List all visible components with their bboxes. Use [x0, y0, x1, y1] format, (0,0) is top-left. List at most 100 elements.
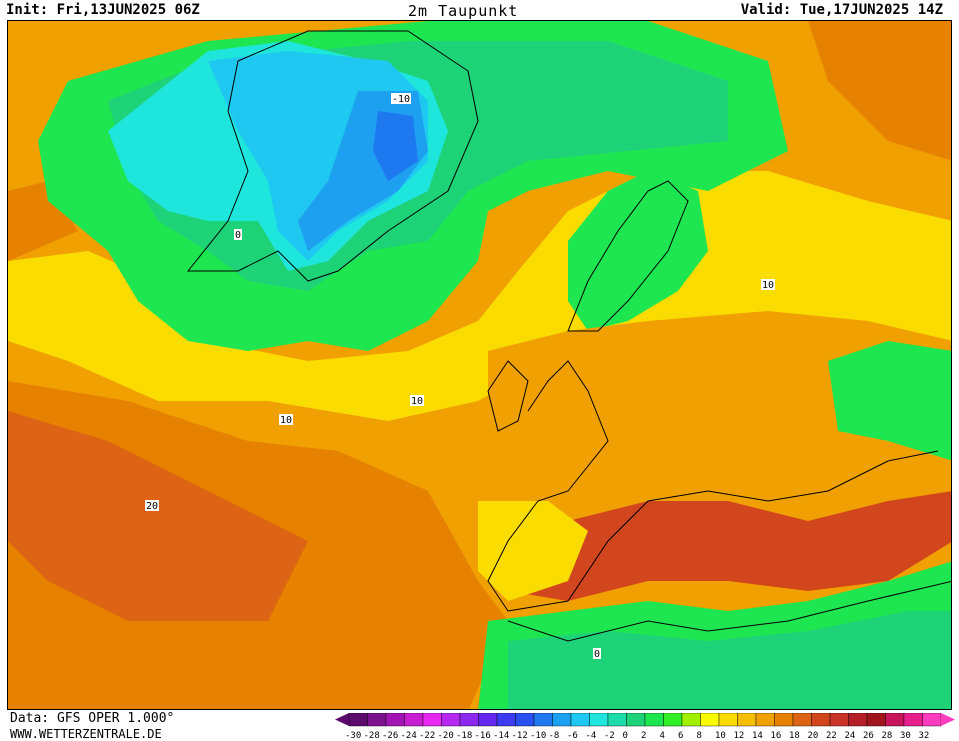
- legend-max-arrow: [941, 713, 955, 726]
- contour-label-10: 10: [279, 414, 293, 426]
- map-title: 2m Taupunkt: [408, 2, 519, 20]
- legend-swatch: [589, 713, 609, 727]
- legend-swatch: [681, 713, 701, 727]
- legend-tick-label: 2: [641, 731, 646, 741]
- valid-time: Valid: Tue,17JUN2025 14Z: [740, 2, 943, 18]
- legend-tick-label: -24: [401, 731, 417, 741]
- legend-tick-label: 8: [697, 731, 702, 741]
- legend-tick-label: 26: [863, 731, 874, 741]
- russia-warm-region: [808, 21, 951, 161]
- legend-swatch: [885, 713, 905, 727]
- header-bar: Init: Fri,13JUN2025 06Z 2m Taupunkt Vali…: [0, 0, 959, 20]
- legend-swatch: [441, 713, 461, 727]
- legend-swatch: [774, 713, 794, 727]
- legend-swatch: [626, 713, 646, 727]
- legend-tick-label: -26: [382, 731, 398, 741]
- atlantic-warmest-region: [8, 411, 308, 621]
- svg-text:0: 0: [235, 230, 241, 241]
- legend-swatch: [755, 713, 775, 727]
- legend-tick-label: -8: [549, 731, 560, 741]
- legend-swatch: [607, 713, 627, 727]
- contour-label-minus10: -10: [391, 93, 411, 105]
- subpolar-dewpoint-band: [8, 171, 951, 421]
- dewpoint-map: 10 0 -10 10 20 10 0: [7, 20, 952, 710]
- svg-text:-10: -10: [392, 94, 410, 105]
- iberia-dry-region: [478, 501, 588, 601]
- canada-warm-region: [8, 181, 78, 261]
- legend-tick-label: 10: [715, 731, 726, 741]
- svg-text:0: 0: [594, 649, 600, 660]
- contour-labels: 10 0 -10 10 20 10 0: [145, 93, 775, 660]
- legend-swatch: [515, 713, 535, 727]
- legend-swatch: [422, 713, 442, 727]
- greenland-coldest-region: [373, 111, 418, 181]
- legend-tick-label: -16: [475, 731, 491, 741]
- legend-swatch: [533, 713, 553, 727]
- legend-min-arrow: [335, 713, 349, 726]
- legend-tick-label: 20: [808, 731, 819, 741]
- legend-swatch: [367, 713, 387, 727]
- legend-swatch: [644, 713, 664, 727]
- legend-swatch: [903, 713, 923, 727]
- contour-label-10-east: 10: [761, 279, 775, 291]
- legend-tick-label: -28: [364, 731, 380, 741]
- europe-coastline: [487, 360, 939, 612]
- contour-label-20: 20: [145, 500, 159, 512]
- scandinavia-coastline: [567, 180, 689, 332]
- contour-label-0: 0: [234, 229, 242, 241]
- legend-tick-label: -4: [586, 731, 597, 741]
- color-scale-legend: -30 -28 -26 -24 -22 -20 -18 -16 -14 -12 -10 -8 -6 -4-…: [335, 713, 955, 741]
- svg-text:10: 10: [762, 280, 774, 291]
- legend-tick-label: 16: [771, 731, 782, 741]
- legend-tick-label: 14: [752, 731, 763, 741]
- legend-tick-label: -22: [419, 731, 435, 741]
- coastlines: [186, 30, 951, 642]
- legend-tick-label: 30: [900, 731, 911, 741]
- scandinavia-cool-region: [568, 171, 708, 331]
- site-url: WWW.WETTERZENTRALE.DE: [10, 727, 162, 741]
- legend-swatch: [496, 713, 516, 727]
- sahara-dry-region: [508, 611, 951, 709]
- legend-swatch: [737, 713, 757, 727]
- legend-swatch: [404, 713, 424, 727]
- legend-swatch: [792, 713, 812, 727]
- legend-swatch: [829, 713, 849, 727]
- legend-tick-label: -20: [438, 731, 454, 741]
- legend-tick-label: -2: [604, 731, 615, 741]
- legend-swatch: [459, 713, 479, 727]
- legend-swatch: [848, 713, 868, 727]
- legend-tick-label: 28: [882, 731, 893, 741]
- legend-tick-label: -18: [456, 731, 472, 741]
- legend-tick-label: 12: [734, 731, 745, 741]
- legend-swatch: [663, 713, 683, 727]
- data-source: Data: GFS OPER 1.000°: [10, 711, 175, 726]
- legend-tick-label: 24: [845, 731, 856, 741]
- legend-swatch: [385, 713, 405, 727]
- legend-swatch: [348, 713, 368, 727]
- map-canvas: 10 0 -10 10 20 10 0: [8, 21, 951, 709]
- legend-tick-label: -6: [567, 731, 578, 741]
- init-time: Init: Fri,13JUN2025 06Z: [6, 2, 200, 18]
- legend-tick-label: 0: [623, 731, 628, 741]
- legend-tick-label: 22: [826, 731, 837, 741]
- contour-label-10-sea: 10: [410, 395, 424, 407]
- contour-label-0-africa: 0: [593, 648, 601, 660]
- legend-tick-label: 18: [789, 731, 800, 741]
- legend-swatch: [552, 713, 572, 727]
- east-europe-cool-region: [828, 341, 951, 461]
- legend-swatch: [866, 713, 886, 727]
- legend-swatch: [700, 713, 720, 727]
- footer-bar: Data: GFS OPER 1.000° WWW.WETTERZENTRALE…: [0, 710, 959, 741]
- legend-tick-label: -14: [493, 731, 509, 741]
- svg-text:20: 20: [146, 501, 158, 512]
- svg-text:10: 10: [280, 415, 292, 426]
- greenland-coastline: [186, 30, 479, 282]
- svg-text:10: 10: [411, 396, 423, 407]
- legend-tick-label: 6: [678, 731, 683, 741]
- legend-tick-label: 4: [660, 731, 665, 741]
- legend-tick-label: -12: [512, 731, 528, 741]
- legend-tick-label: -10: [530, 731, 546, 741]
- mediterranean-humid-region: [508, 491, 951, 601]
- legend-swatch: [478, 713, 498, 727]
- legend-tick-label: -30: [345, 731, 361, 741]
